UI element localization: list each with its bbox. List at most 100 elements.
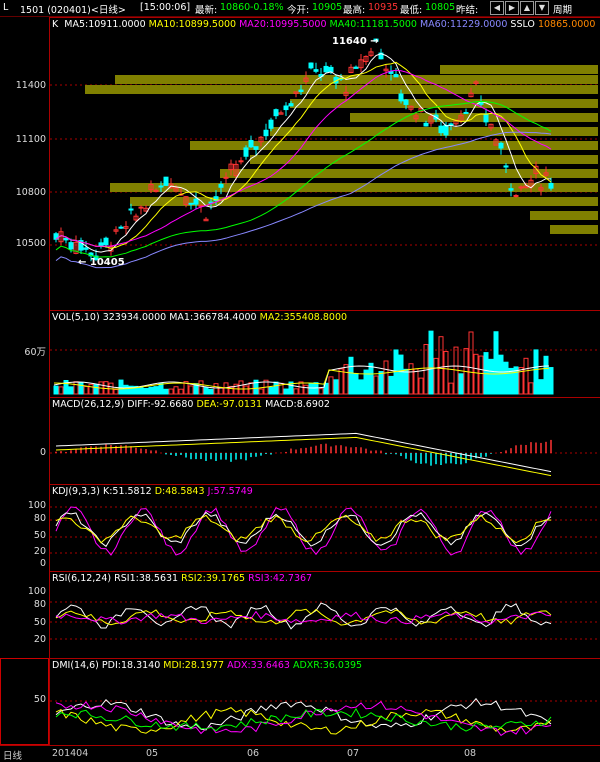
zoom-out-icon[interactable]: ▼ [535, 1, 549, 15]
candle-body [343, 91, 349, 96]
kline-panel[interactable]: K MA5:10911.0000 MA10:10899.5000 MA20:10… [50, 17, 600, 310]
volume-bar [318, 388, 324, 395]
zoom-in-icon[interactable]: ▲ [520, 1, 534, 15]
volume-profile-bar [270, 127, 598, 136]
candle-body [493, 139, 499, 146]
volume-bar [533, 349, 539, 395]
volume-panel[interactable]: VOL(5,10) 323934.0000 MA1:366784.4000 MA… [50, 310, 600, 397]
volume-bar [58, 386, 64, 395]
volume-bar [273, 381, 279, 395]
volume-bar [368, 362, 374, 395]
candle-body [488, 123, 494, 129]
macd-legend: MACD(26,12,9) DIFF:-92.6680 DEA:-97.0131… [52, 399, 330, 410]
kdj-d: D:48.5843 [154, 486, 205, 497]
period-button[interactable]: 周期 [553, 5, 573, 16]
candle-body [513, 194, 519, 197]
volume-bar [343, 364, 349, 395]
volume-bar [78, 381, 84, 395]
ma10-legend: MA10:10899.5000 [148, 19, 237, 30]
ma-line [55, 100, 552, 258]
y-label-kdj: 0 [39, 558, 46, 569]
candle-body [263, 129, 269, 137]
ma20-legend: MA20:10995.5000 [239, 19, 327, 30]
macd-title: MACD(26,12,9) [52, 399, 125, 410]
y-label-main: 11100 [15, 134, 46, 145]
y-label-rsi: 80 [33, 599, 46, 610]
y-axis-strip: 11400 11100 10800 10500 60万 0 100 80 50 … [0, 17, 50, 747]
candle-body [183, 196, 189, 205]
volume-bar [323, 382, 329, 395]
rsi-legend: RSI(6,12,24) RSI1:38.5631 RSI2:39.1765 R… [52, 573, 312, 584]
volume-legend: VOL(5,10) 323934.0000 MA1:366784.4000 MA… [52, 312, 347, 323]
nav-left-icon[interactable]: ◀ [490, 1, 504, 15]
dmi-title: DMI(14,6) [52, 660, 99, 671]
quote-time: [15:00:06] [140, 2, 191, 13]
candle-body [358, 59, 364, 69]
latest-label: 最新: [195, 5, 218, 16]
volume-bar [63, 380, 69, 395]
candle-body [538, 187, 544, 191]
candle-body [498, 142, 504, 149]
y-label-kdj: 50 [33, 530, 46, 541]
volume-bar [543, 355, 549, 395]
candle-body [483, 113, 489, 123]
candle-body [268, 119, 274, 129]
candle-body [228, 163, 234, 171]
volume-bar [473, 353, 479, 395]
volume-bar [208, 388, 214, 395]
kdj-panel[interactable]: KDJ(9,3,3) K:51.5812 D:48.5843 J:57.5749 [50, 484, 600, 571]
candle-body [163, 176, 169, 186]
candle-body [353, 66, 359, 69]
volume-bar [213, 383, 219, 395]
change-percent: -0.18% [250, 2, 284, 13]
candle-body [83, 247, 89, 250]
ma40-legend: MA40:11181.5000 [329, 19, 417, 30]
volume-bar [363, 369, 369, 395]
candle-body [103, 237, 109, 246]
volume-bar [508, 367, 514, 395]
y-label-dmi: 50 [33, 694, 46, 705]
high-label: 最高: [343, 5, 366, 16]
rsi-panel[interactable]: RSI(6,12,24) RSI1:38.5631 RSI2:39.1765 R… [50, 571, 600, 658]
volume-bar [513, 366, 519, 395]
rsi-2-line [55, 608, 552, 626]
volume-bar [128, 385, 134, 395]
volume-bar [438, 336, 444, 395]
kdj-j: J:57.5749 [207, 486, 253, 497]
volume-profile-bar [190, 141, 598, 150]
volume-bar [493, 331, 499, 395]
candle-body [308, 62, 314, 69]
ma5-legend: MA5:10911.0000 [64, 19, 146, 30]
candle-body [423, 122, 429, 127]
candle-body [98, 242, 104, 247]
volume-bar [173, 386, 179, 395]
volume-bar [528, 382, 534, 395]
vol-title: VOL(5,10) [52, 312, 100, 323]
dmi-panel[interactable]: DMI(14,6) PDI:18.3140 MDI:28.1977 ADX:33… [50, 658, 600, 746]
candle-body [363, 55, 369, 63]
volume-bar [333, 379, 339, 395]
candle-body [233, 163, 239, 177]
volume-bar [93, 383, 99, 395]
candle-body [253, 146, 259, 150]
dmi-pdi-line [55, 697, 552, 731]
x-label: 201404 [52, 748, 89, 759]
volume-bar [298, 381, 304, 395]
volume-bar [308, 382, 314, 395]
candle-body [373, 38, 379, 42]
candle-body [413, 115, 419, 120]
y-label-kdj: 80 [33, 513, 46, 524]
candle-body [313, 69, 319, 72]
macd-value: MACD:8.6902 [265, 399, 330, 410]
volume-bar [83, 386, 89, 395]
dmi-pdi: PDI:18.3140 [101, 660, 161, 671]
chart-canvas[interactable] [50, 17, 600, 745]
volume-bar [338, 368, 344, 395]
dmi-mdi-line [55, 707, 552, 735]
nav-right-icon[interactable]: ▶ [505, 1, 519, 15]
volume-bar [403, 368, 409, 395]
x-axis: 日线 201404 05 06 07 08 [0, 745, 600, 762]
dmi-adxr: ADXR:36.0395 [292, 660, 363, 671]
sslo-value: 10865.0000 [537, 19, 596, 30]
macd-panel[interactable]: MACD(26,12,9) DIFF:-92.6680 DEA:-97.0131… [50, 397, 600, 484]
